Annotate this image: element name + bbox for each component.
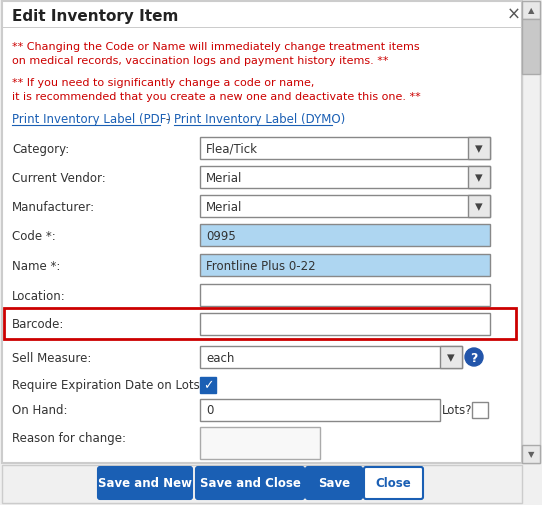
- Circle shape: [465, 348, 483, 366]
- Bar: [4, 309, 516, 339]
- FancyBboxPatch shape: [196, 467, 304, 499]
- Text: 0995: 0995: [206, 229, 236, 242]
- Text: Edit Inventory Item: Edit Inventory Item: [12, 9, 178, 23]
- Bar: [2, 28, 522, 29]
- Bar: [200, 314, 490, 335]
- Text: Category:: Category:: [12, 142, 69, 155]
- Text: Barcode:: Barcode:: [12, 317, 64, 330]
- Bar: [522, 2, 540, 463]
- Text: it is recommended that you create a new one and deactivate this one. **: it is recommended that you create a new …: [12, 92, 421, 102]
- Bar: [440, 346, 462, 368]
- Bar: [200, 225, 490, 246]
- Text: ×: ×: [507, 6, 521, 24]
- Text: Merial: Merial: [206, 200, 242, 213]
- Text: Current Vendor:: Current Vendor:: [12, 171, 106, 184]
- Text: Name *:: Name *:: [12, 259, 60, 272]
- Text: Location:: Location:: [12, 289, 66, 302]
- Text: Manufacturer:: Manufacturer:: [12, 200, 95, 213]
- Bar: [468, 167, 490, 189]
- Text: ✓: ✓: [203, 379, 213, 392]
- Text: ** Changing the Code or Name will immediately change treatment items: ** Changing the Code or Name will immedi…: [12, 42, 420, 52]
- Text: Save and New: Save and New: [98, 477, 192, 489]
- Text: Print Inventory Label (DYMO): Print Inventory Label (DYMO): [174, 113, 345, 126]
- Text: Require Expiration Date on Lots?: Require Expiration Date on Lots?: [12, 379, 206, 392]
- Text: Reason for change:: Reason for change:: [12, 432, 126, 444]
- Text: Save: Save: [318, 477, 350, 489]
- FancyBboxPatch shape: [306, 467, 362, 499]
- Bar: [522, 2, 540, 20]
- Bar: [522, 445, 540, 463]
- Text: each: each: [206, 351, 234, 364]
- Bar: [200, 195, 490, 218]
- Bar: [468, 195, 490, 218]
- Text: ▾: ▾: [475, 170, 483, 185]
- FancyBboxPatch shape: [98, 467, 192, 499]
- Text: Merial: Merial: [206, 171, 242, 184]
- Bar: [472, 402, 488, 418]
- Bar: [200, 284, 490, 307]
- Text: Close: Close: [376, 477, 411, 489]
- FancyBboxPatch shape: [364, 467, 423, 499]
- Text: Frontline Plus 0-22: Frontline Plus 0-22: [206, 259, 315, 272]
- Text: ** If you need to significantly change a code or name,: ** If you need to significantly change a…: [12, 78, 314, 88]
- Text: ▲: ▲: [528, 7, 534, 16]
- Bar: [200, 255, 490, 276]
- Text: ▾: ▾: [475, 141, 483, 156]
- Bar: [200, 427, 320, 459]
- Text: ▾: ▾: [447, 350, 455, 365]
- Text: Sell Measure:: Sell Measure:: [12, 351, 92, 364]
- Text: ▾: ▾: [475, 199, 483, 214]
- Bar: [200, 167, 490, 189]
- Bar: [200, 138, 490, 160]
- Text: Save and Close: Save and Close: [199, 477, 300, 489]
- Text: ?: ?: [470, 351, 478, 364]
- Text: Print Inventory Label (PDF): Print Inventory Label (PDF): [12, 113, 171, 126]
- Bar: [522, 20, 540, 75]
- Bar: [2, 465, 522, 503]
- Text: On Hand:: On Hand:: [12, 403, 68, 417]
- Bar: [468, 138, 490, 160]
- Bar: [200, 399, 440, 421]
- Text: Flea/Tick: Flea/Tick: [206, 142, 258, 155]
- Text: ▼: ▼: [528, 449, 534, 459]
- Bar: [2, 465, 522, 466]
- Text: -: -: [162, 113, 174, 126]
- Text: Lots?: Lots?: [442, 403, 473, 417]
- Bar: [200, 377, 216, 393]
- Bar: [200, 346, 462, 368]
- Text: on medical records, vaccination logs and payment history items. **: on medical records, vaccination logs and…: [12, 56, 389, 66]
- Text: Code *:: Code *:: [12, 229, 56, 242]
- Text: 0: 0: [206, 403, 214, 417]
